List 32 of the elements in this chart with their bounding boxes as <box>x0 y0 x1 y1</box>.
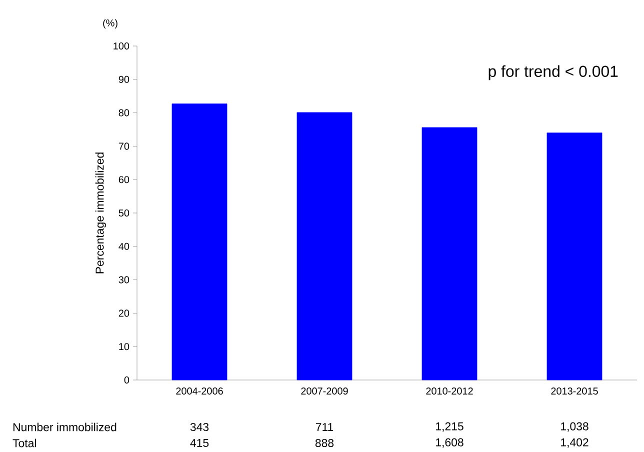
text: 1,402 <box>561 438 588 448</box>
text: 1,608 <box>436 438 464 448</box>
y-tick-label: 70 <box>118 142 130 150</box>
text: 888 <box>315 438 334 448</box>
y-tick-label: 30 <box>118 276 130 284</box>
text: 343 <box>190 422 209 432</box>
text: 1,215 <box>436 422 464 432</box>
y-tick-label: 20 <box>118 310 130 317</box>
bar <box>296 112 352 380</box>
y-tick-label: 50 <box>118 209 130 217</box>
y-tick-label: 10 <box>119 343 130 350</box>
y-tick-label: 100 <box>114 42 130 50</box>
x-tick-label: 2004-2006 <box>176 388 223 395</box>
x-tick-label: 2007-2009 <box>301 388 348 395</box>
text: 1,038 <box>561 422 588 432</box>
text: Number immobilized <box>13 422 116 432</box>
bar <box>546 132 602 380</box>
y-tick-label: 90 <box>118 76 130 83</box>
y-tick-label: 0 <box>124 376 130 384</box>
text: Total <box>12 438 36 448</box>
y-tick-label: 60 <box>118 176 130 184</box>
annotation: p for trend < 0.001 <box>488 65 618 80</box>
bar <box>422 127 478 380</box>
y-axis-title: Percentage immobilized <box>95 152 106 274</box>
y-tick-label: 40 <box>118 242 130 250</box>
text: 711 <box>316 423 334 431</box>
x-tick-label: 2010-2012 <box>426 388 473 395</box>
bar <box>172 104 228 380</box>
text: 415 <box>190 439 209 447</box>
text: (%) <box>103 19 118 28</box>
y-tick-label: 80 <box>118 109 130 116</box>
x-tick-label: 2013-2015 <box>551 388 598 395</box>
